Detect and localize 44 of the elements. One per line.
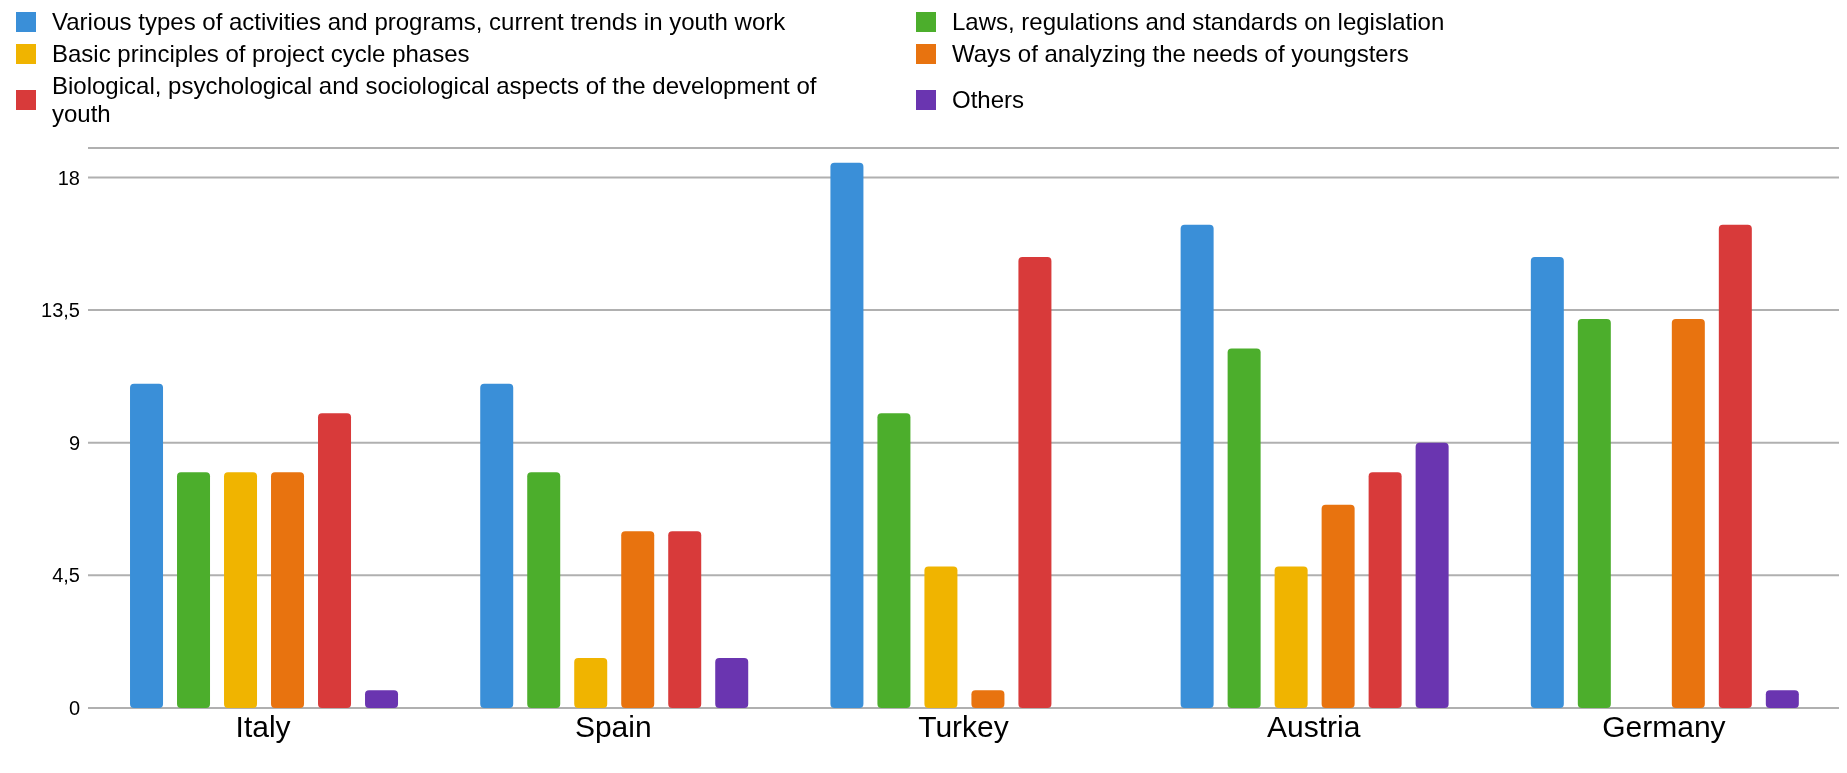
bar [1530, 257, 1564, 708]
legend-label: Biological, psychological and sociological aspects of the development of youth [52, 72, 818, 128]
x-tick-label: Turkey [918, 710, 1009, 744]
bar [1018, 257, 1052, 708]
bar [668, 531, 702, 708]
x-tick-label: Austria [1267, 710, 1361, 744]
y-tick-label: 9 [68, 431, 80, 454]
x-tick-label: Italy [235, 710, 291, 744]
bar [830, 162, 864, 708]
bar [1368, 472, 1402, 708]
bar [130, 383, 164, 708]
bar [621, 531, 655, 708]
bar [574, 657, 608, 708]
bar [527, 472, 561, 708]
bar [224, 472, 258, 708]
legend-label: Basic principles of project cycle phases [52, 40, 470, 68]
x-tick-label: Germany [1602, 710, 1726, 744]
bar [924, 566, 958, 708]
bar [318, 413, 352, 708]
y-tick-label: 0 [68, 697, 80, 720]
legend-label: Laws, regulations and standards on legislation [952, 8, 1445, 36]
y-tick-label: 18 [57, 166, 80, 189]
bar [1577, 318, 1611, 708]
bar [1180, 224, 1214, 708]
legend-label: Various types of activities and programs, current trends in youth work [52, 8, 786, 36]
y-tick-label: 4,5 [52, 564, 80, 587]
bar [177, 472, 211, 708]
bar [1274, 566, 1308, 708]
bar [1227, 348, 1261, 708]
bar [365, 690, 399, 708]
bar [1765, 690, 1799, 708]
legend-label: Others [952, 86, 1025, 114]
y-tick-label: 13,5 [41, 299, 80, 322]
legend-label: Ways of analyzing the needs of youngsters [952, 40, 1409, 68]
bar [480, 383, 514, 708]
bar [1415, 442, 1449, 708]
x-tick-label: Spain [574, 710, 652, 744]
bar [971, 690, 1005, 708]
bar [715, 657, 749, 708]
bar [1671, 318, 1705, 708]
bar [271, 472, 305, 708]
bar [1321, 504, 1355, 708]
bar [877, 413, 911, 708]
bar [1718, 224, 1752, 708]
